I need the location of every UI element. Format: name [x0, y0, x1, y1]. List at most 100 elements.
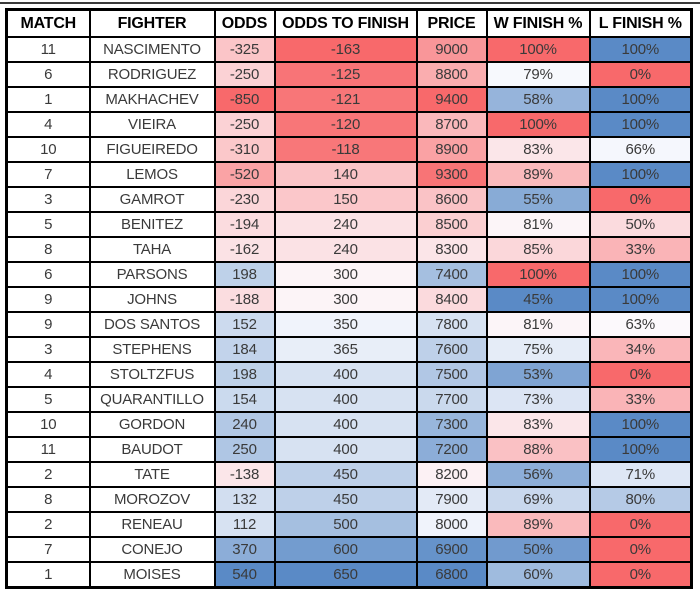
cell-l-finish: 80%: [588, 486, 693, 513]
cell-odds-to-finish: -121: [273, 86, 418, 113]
cell-odds-to-finish: 150: [273, 186, 418, 213]
cell-odds-to-finish: 365: [273, 336, 418, 363]
cell-fighter: NASCIMENTO: [88, 36, 216, 63]
cell-l-finish: 100%: [588, 436, 693, 463]
cell-l-finish: 0%: [588, 61, 693, 88]
col-header-l-finish: L FINISH %: [588, 8, 693, 38]
cell-match: 3: [5, 186, 91, 213]
cell-l-finish: 33%: [588, 236, 693, 263]
cell-match: 2: [5, 461, 91, 488]
cell-l-finish: 100%: [588, 286, 693, 313]
cell-odds-to-finish: 240: [273, 236, 418, 263]
table-row: 7 LEMOS -520 140 9300 89% 100%: [5, 161, 693, 188]
cell-w-finish: 81%: [485, 211, 591, 238]
cell-odds: -520: [213, 161, 276, 188]
cell-odds: -162: [213, 236, 276, 263]
cell-match: 6: [5, 61, 91, 88]
table-row: 11 BAUDOT 250 400 7200 88% 100%: [5, 436, 693, 463]
cell-match: 7: [5, 161, 91, 188]
cell-l-finish: 0%: [588, 511, 693, 538]
cell-w-finish: 88%: [485, 436, 591, 463]
cell-odds: 198: [213, 361, 276, 388]
cell-odds-to-finish: 600: [273, 536, 418, 563]
table-row: 11 NASCIMENTO -325 -163 9000 100% 100%: [5, 36, 693, 63]
table-row: 4 STOLTZFUS 198 400 7500 53% 0%: [5, 361, 693, 388]
cell-price: 9300: [415, 161, 488, 188]
col-header-fighter: FIGHTER: [88, 8, 216, 38]
cell-l-finish: 0%: [588, 561, 693, 589]
cell-price: 8000: [415, 511, 488, 538]
cell-l-finish: 63%: [588, 311, 693, 338]
cell-match: 11: [5, 436, 91, 463]
table-row: 10 FIGUEIREDO -310 -118 8900 83% 66%: [5, 136, 693, 163]
table-row: 2 TATE -138 450 8200 56% 71%: [5, 461, 693, 488]
cell-odds-to-finish: -163: [273, 36, 418, 63]
table-row: 3 GAMROT -230 150 8600 55% 0%: [5, 186, 693, 213]
cell-match: 1: [5, 86, 91, 113]
cell-match: 8: [5, 486, 91, 513]
cell-w-finish: 89%: [485, 511, 591, 538]
table-row: 9 DOS SANTOS 152 350 7800 81% 63%: [5, 311, 693, 338]
cell-odds-to-finish: -125: [273, 61, 418, 88]
cell-odds-to-finish: 650: [273, 561, 418, 589]
table-row: 10 GORDON 240 400 7300 83% 100%: [5, 411, 693, 438]
cell-odds-to-finish: 400: [273, 386, 418, 413]
cell-fighter: JOHNS: [88, 286, 216, 313]
cell-match: 9: [5, 286, 91, 313]
table-row: 8 TAHA -162 240 8300 85% 33%: [5, 236, 693, 263]
cell-price: 9000: [415, 36, 488, 63]
cell-odds: 370: [213, 536, 276, 563]
cell-odds-to-finish: 400: [273, 436, 418, 463]
cell-fighter: STOLTZFUS: [88, 361, 216, 388]
cell-match: 8: [5, 236, 91, 263]
cell-odds: 540: [213, 561, 276, 589]
cell-l-finish: 100%: [588, 411, 693, 438]
cell-odds-to-finish: 240: [273, 211, 418, 238]
cell-odds-to-finish: 500: [273, 511, 418, 538]
cell-price: 8600: [415, 186, 488, 213]
table-row: 4 VIEIRA -250 -120 8700 100% 100%: [5, 111, 693, 138]
cell-price: 7800: [415, 311, 488, 338]
cell-fighter: LEMOS: [88, 161, 216, 188]
cell-odds-to-finish: 400: [273, 361, 418, 388]
cell-w-finish: 58%: [485, 86, 591, 113]
cell-fighter: MOISES: [88, 561, 216, 589]
cell-l-finish: 66%: [588, 136, 693, 163]
table-row: 1 MAKHACHEV -850 -121 9400 58% 100%: [5, 86, 693, 113]
cell-price: 6800: [415, 561, 488, 589]
cell-odds: -138: [213, 461, 276, 488]
cell-match: 5: [5, 386, 91, 413]
cell-price: 9400: [415, 86, 488, 113]
col-header-w-finish: W FINISH %: [485, 8, 591, 38]
cell-odds: -250: [213, 61, 276, 88]
cell-odds-to-finish: 140: [273, 161, 418, 188]
table-row: 5 BENITEZ -194 240 8500 81% 50%: [5, 211, 693, 238]
cell-fighter: BENITEZ: [88, 211, 216, 238]
cell-l-finish: 0%: [588, 186, 693, 213]
cell-l-finish: 100%: [588, 36, 693, 63]
cell-odds: -188: [213, 286, 276, 313]
col-header-match: MATCH: [5, 8, 91, 38]
cell-odds: -250: [213, 111, 276, 138]
cell-match: 6: [5, 261, 91, 288]
cell-price: 7300: [415, 411, 488, 438]
cell-price: 7700: [415, 386, 488, 413]
cell-odds-to-finish: 450: [273, 486, 418, 513]
cell-l-finish: 100%: [588, 261, 693, 288]
cell-price: 7400: [415, 261, 488, 288]
cell-fighter: QUARANTILLO: [88, 386, 216, 413]
table-row: 6 PARSONS 198 300 7400 100% 100%: [5, 261, 693, 288]
cell-price: 8200: [415, 461, 488, 488]
cell-l-finish: 0%: [588, 536, 693, 563]
cell-l-finish: 0%: [588, 361, 693, 388]
cell-odds: -194: [213, 211, 276, 238]
table-row: 5 QUARANTILLO 154 400 7700 73% 33%: [5, 386, 693, 413]
cell-match: 9: [5, 311, 91, 338]
cell-w-finish: 89%: [485, 161, 591, 188]
cell-l-finish: 50%: [588, 211, 693, 238]
cell-match: 2: [5, 511, 91, 538]
cell-odds: 112: [213, 511, 276, 538]
cell-w-finish: 45%: [485, 286, 591, 313]
cell-w-finish: 69%: [485, 486, 591, 513]
cell-match: 4: [5, 361, 91, 388]
